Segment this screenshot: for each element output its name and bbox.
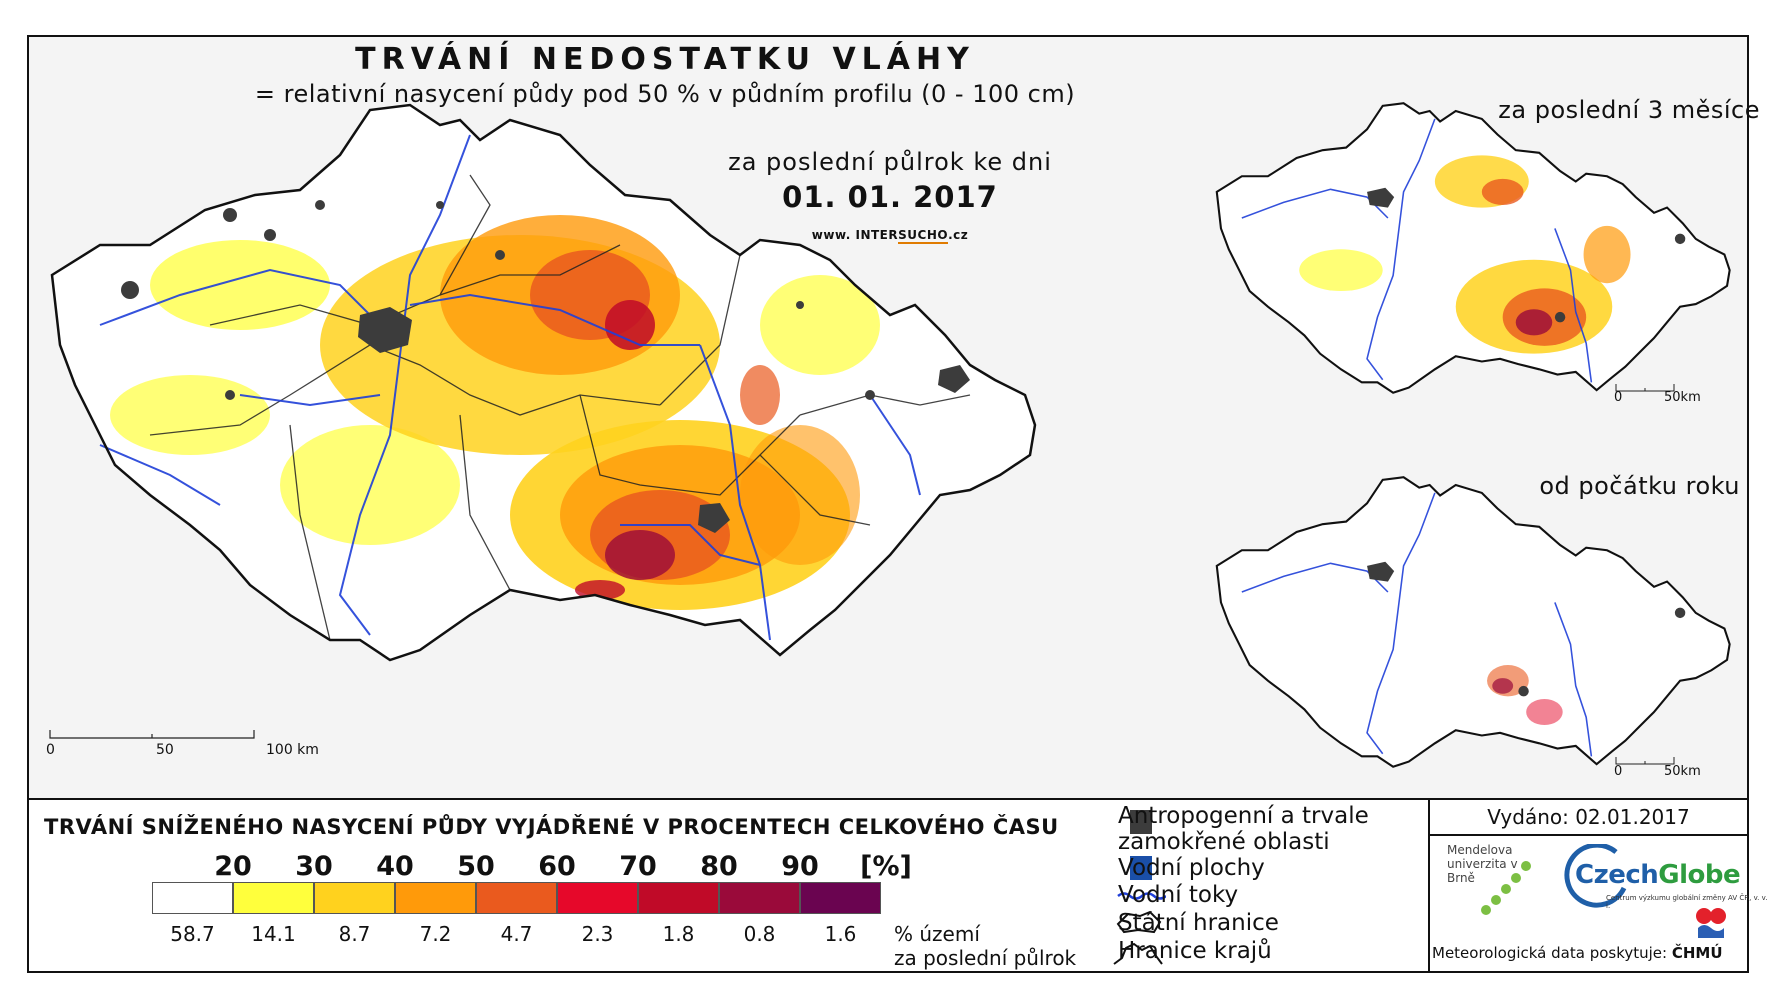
czechglobe-wordmark: CzechGlobe xyxy=(1575,860,1741,890)
anthropogenic-swatch xyxy=(1130,810,1152,834)
anthropogenic-label: Antropogenní a trvale zamokřené oblasti xyxy=(1118,803,1369,855)
inset-map-year xyxy=(1215,476,1731,768)
threshold-90: 90 xyxy=(781,851,819,882)
river-label: Vodní toky xyxy=(1118,882,1239,908)
legend-swatch-3 xyxy=(314,882,395,914)
legend-swatch-2 xyxy=(233,882,314,914)
region-border-label: Hranice krajů xyxy=(1118,938,1272,964)
issued-date: Vydáno: 02.01.2017 xyxy=(1487,805,1690,829)
website-label: www. INTERSUCHO.cz xyxy=(811,228,969,244)
threshold-80: 80 xyxy=(700,851,738,882)
threshold-30: 30 xyxy=(295,851,333,882)
scale-label-50: 50 xyxy=(156,742,174,758)
chmu-label: ČHMÚ xyxy=(1671,944,1723,962)
share-class-6: 2.3 xyxy=(581,922,614,946)
state-border-label: Státní hranice xyxy=(1118,910,1279,936)
czechglobe-subtitle: Centrum výzkumu globální změny AV ČR, v.… xyxy=(1606,894,1768,910)
period-label: za poslední půlrok ke dni xyxy=(728,148,1052,176)
share-class-4: 7.2 xyxy=(419,922,452,946)
legend-swatch-5 xyxy=(476,882,557,914)
water-body-label: Vodní plochy xyxy=(1118,855,1265,881)
legend-swatch-1 xyxy=(152,882,233,914)
main-scale-bar xyxy=(49,730,255,739)
share-class-2: 14.1 xyxy=(251,922,296,946)
share-class-3: 8.7 xyxy=(338,922,371,946)
legend-swatch-9 xyxy=(800,882,881,914)
inset2-scale-50: 50km xyxy=(1664,764,1701,779)
scale-label-0: 0 xyxy=(46,742,55,758)
threshold-40: 40 xyxy=(376,851,414,882)
threshold-20: 20 xyxy=(214,851,252,882)
credits-panel xyxy=(1428,798,1749,973)
chmu-logo-icon xyxy=(1696,908,1726,938)
czechglobe-logo-icon xyxy=(1564,844,1627,908)
mendel-logo-icon xyxy=(1481,861,1531,915)
map-subtitle: = relativní nasycení půdy pod 50 % v půd… xyxy=(254,80,1076,108)
threshold-50: 50 xyxy=(457,851,495,882)
inset1-scale-0: 0 xyxy=(1614,390,1623,405)
share-unit: % území za poslední půlrok xyxy=(894,922,1076,970)
credits-divider xyxy=(1428,834,1749,836)
inset2-scale-bar xyxy=(1615,757,1675,765)
inset1-scale-50: 50km xyxy=(1664,390,1701,405)
inset-title-3months: za poslední 3 měsíce xyxy=(1498,96,1760,124)
share-class-5: 4.7 xyxy=(500,922,533,946)
threshold-unit: [%] xyxy=(860,851,912,882)
threshold-70: 70 xyxy=(619,851,657,882)
inset1-scale-bar xyxy=(1615,384,1675,392)
legend-swatch-4 xyxy=(395,882,476,914)
inset-map-3months xyxy=(1215,102,1731,394)
date-label: 01. 01. 2017 xyxy=(782,180,998,214)
share-class-1: 58.7 xyxy=(170,922,215,946)
meteo-credit: Meteorologická data poskytuje: ČHMÚ xyxy=(1432,944,1723,962)
threshold-60: 60 xyxy=(538,851,576,882)
water-body-swatch xyxy=(1130,856,1152,880)
inset-title-year: od počátku roku xyxy=(1539,472,1740,500)
region-border-icon xyxy=(1113,942,1163,965)
legend-swatch-6 xyxy=(557,882,638,914)
share-class-7: 1.8 xyxy=(662,922,695,946)
legend-title: TRVÁNÍ SNÍŽENÉHO NASYCENÍ PŮDY VYJÁDŘENÉ… xyxy=(44,815,1059,839)
share-class-8: 0.8 xyxy=(743,922,776,946)
map-title: TRVÁNÍ NEDOSTATKU VLÁHY xyxy=(355,42,975,77)
scale-label-100: 100 km xyxy=(266,742,319,758)
inset2-scale-0: 0 xyxy=(1614,764,1623,779)
state-border-icon xyxy=(1116,910,1162,934)
river-icon xyxy=(1117,892,1166,900)
share-class-9: 1.6 xyxy=(824,922,857,946)
legend-swatch-7 xyxy=(638,882,719,914)
mendel-university-label: Mendelova univerzita v Brně xyxy=(1447,843,1518,885)
legend-swatch-8 xyxy=(719,882,800,914)
main-map xyxy=(50,103,1037,662)
share-unit-line1: % území xyxy=(894,922,980,946)
share-unit-line2: za poslední půlrok xyxy=(894,946,1077,970)
